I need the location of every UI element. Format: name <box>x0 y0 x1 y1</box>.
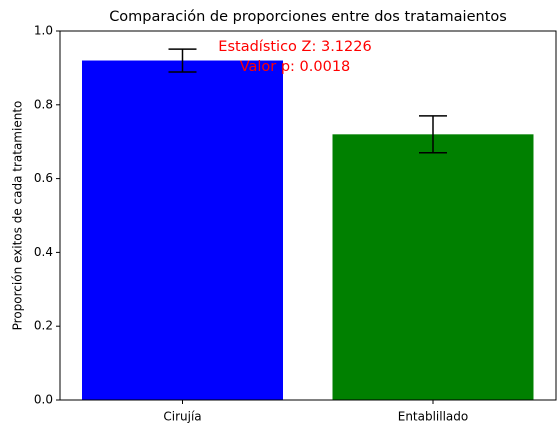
y-tick-label: 0.2 <box>34 319 53 333</box>
bar <box>332 134 534 400</box>
x-tick-label: Cirujía <box>163 410 201 424</box>
bar <box>82 60 283 401</box>
plot-frame <box>59 30 557 401</box>
y-axis-label: Proporción exitos de cada tratamiento <box>11 101 25 331</box>
annotation: Estadístico Z: 3.1226 <box>218 39 371 55</box>
chart-title: Comparación de proporciones entre dos tr… <box>109 9 507 25</box>
x-tick-label: Entablillado <box>398 410 469 424</box>
y-tick-label: 0.6 <box>34 171 53 185</box>
annotation: Valor p: 0.0018 <box>240 59 351 75</box>
y-tick-label: 0.8 <box>34 97 53 111</box>
y-tick-label: 0.4 <box>34 245 53 259</box>
y-tick-label: 0.0 <box>34 393 53 407</box>
y-tick-label: 1.0 <box>34 24 53 38</box>
